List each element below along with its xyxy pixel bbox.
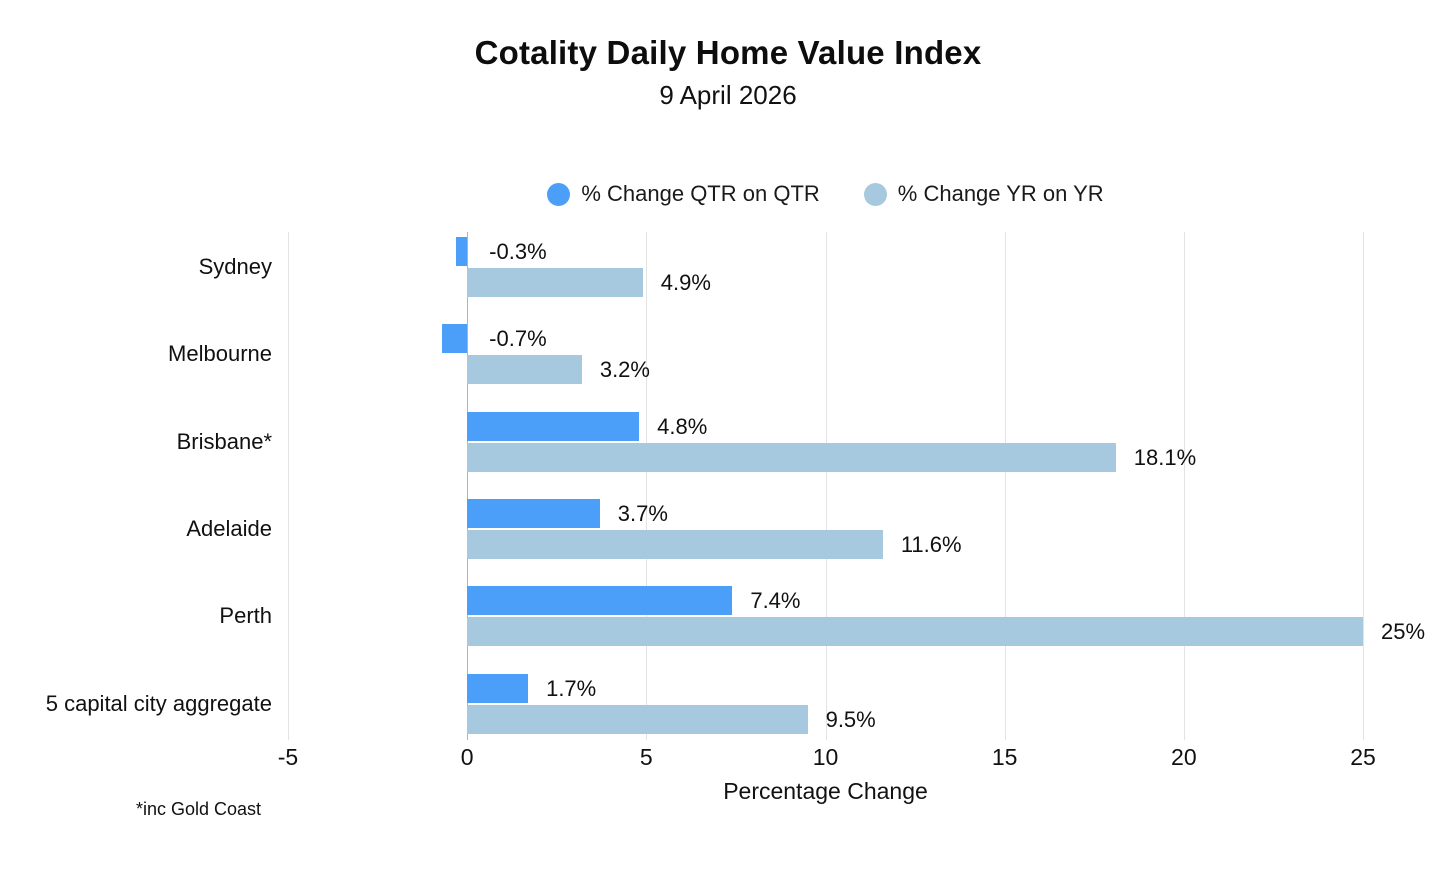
x-tick-label: 10 bbox=[812, 744, 839, 770]
gridline bbox=[646, 232, 648, 740]
value-label: 7.4% bbox=[750, 588, 801, 614]
footnote: *inc Gold Coast bbox=[136, 799, 262, 819]
plot-area: -0.3% 4.9% -0.7% 3.2% 4.8% 18.1% 3.7% 11.6% 7.4%… bbox=[288, 232, 1425, 740]
value-label: 9.5% bbox=[825, 706, 876, 732]
gridline bbox=[825, 232, 827, 740]
legend-swatch-icon bbox=[863, 182, 887, 206]
zero-gridline bbox=[467, 232, 469, 740]
value-label: -0.7% bbox=[489, 326, 547, 352]
category-axis: Sydney Melbourne Brisbane* Adelaide Perth 5 c… bbox=[0, 232, 272, 740]
category-label: 5 capital city aggregate bbox=[45, 690, 272, 716]
category-label: Brisbane* bbox=[176, 428, 272, 454]
legend-item: % Change QTR on QTR bbox=[547, 181, 820, 207]
x-axis-ticks: -5 0 5 10 15 20 25 bbox=[278, 744, 1376, 772]
value-label: 3.7% bbox=[617, 500, 668, 526]
bar bbox=[456, 237, 468, 266]
bar bbox=[467, 529, 883, 559]
x-tick-label: 0 bbox=[460, 744, 474, 770]
value-label: 18.1% bbox=[1133, 444, 1197, 470]
bar bbox=[467, 673, 529, 703]
category-label: Melbourne bbox=[168, 341, 272, 367]
gridline bbox=[1183, 232, 1185, 740]
x-tick-label: 15 bbox=[991, 744, 1018, 770]
gridline bbox=[288, 232, 289, 740]
value-label: 4.8% bbox=[657, 413, 708, 439]
value-label: -0.3% bbox=[489, 239, 547, 264]
bar bbox=[467, 498, 600, 528]
bar bbox=[467, 411, 640, 441]
chart-legend: % Change QTR on QTR % Change YR on YR bbox=[288, 178, 1363, 210]
bar bbox=[442, 324, 468, 354]
bar bbox=[467, 355, 582, 385]
bar bbox=[467, 442, 1116, 472]
x-axis-title: Percentage Change bbox=[723, 778, 928, 804]
x-tick-label: 25 bbox=[1350, 744, 1376, 770]
category-label: Perth bbox=[219, 603, 272, 629]
legend-swatch-icon bbox=[547, 182, 571, 206]
value-label: 4.9% bbox=[660, 270, 711, 295]
value-label: 1.7% bbox=[546, 675, 597, 701]
legend-item: % Change YR on YR bbox=[863, 181, 1104, 207]
gridline bbox=[1004, 232, 1006, 740]
x-tick-label: 20 bbox=[1171, 744, 1197, 770]
bar bbox=[467, 268, 643, 297]
x-tick-label: -5 bbox=[277, 744, 299, 770]
chart-title: Cotality Daily Home Value Index bbox=[474, 34, 982, 71]
legend-label: % Change QTR on QTR bbox=[581, 181, 820, 206]
x-tick-label: 5 bbox=[639, 744, 653, 770]
bar bbox=[467, 704, 808, 734]
value-label: 11.6% bbox=[900, 531, 962, 557]
value-label: 25% bbox=[1381, 619, 1426, 645]
chart-subtitle: 9 April 2026 bbox=[659, 80, 797, 110]
category-label: Sydney bbox=[198, 254, 272, 279]
gridline bbox=[1363, 232, 1364, 740]
category-label: Adelaide bbox=[186, 515, 272, 541]
bar bbox=[467, 586, 733, 616]
legend-label: % Change YR on YR bbox=[897, 181, 1104, 206]
bar bbox=[467, 617, 1363, 647]
value-label: 3.2% bbox=[599, 357, 650, 383]
